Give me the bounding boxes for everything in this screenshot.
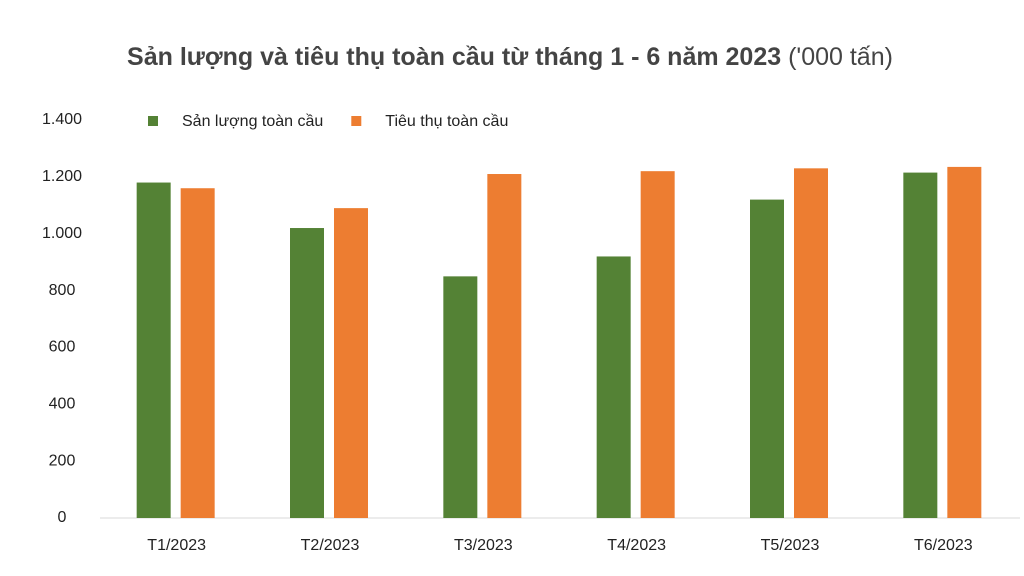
x-tick-label: T1/2023 [147, 537, 206, 554]
bar [903, 172, 938, 519]
bar [487, 174, 522, 518]
y-tick-label: 1.200 [42, 168, 82, 185]
legend-label: Tiêu thụ toàn cầu [385, 113, 508, 130]
y-tick-label: 800 [49, 282, 76, 299]
bar [947, 166, 982, 518]
bar [334, 208, 368, 518]
bar [443, 276, 478, 518]
y-tick-label: 600 [49, 339, 76, 356]
bar [290, 228, 324, 518]
bar [640, 171, 675, 518]
title-main: Sản lượng và tiêu thụ toàn cầu từ tháng … [127, 43, 781, 71]
y-tick-label: 200 [49, 452, 76, 469]
legend-swatch [148, 116, 158, 126]
bar [136, 182, 171, 519]
bar [180, 188, 215, 518]
x-tick-label: T3/2023 [454, 537, 513, 554]
chart-title: Sản lượng và tiêu thụ toàn cầu từ tháng … [127, 43, 893, 71]
legend-swatch [351, 116, 362, 126]
x-tick-label: T5/2023 [761, 537, 820, 554]
x-tick-label: T2/2023 [301, 537, 360, 554]
x-tick-label: T6/2023 [914, 537, 973, 554]
bar [596, 256, 631, 518]
y-tick-label: 1.400 [42, 111, 82, 128]
title-unit: ('000 tấn) [788, 43, 893, 71]
legend-label: Sản lượng toàn cầu [182, 113, 323, 130]
y-tick-label: 0 [58, 509, 67, 526]
x-tick-label: T4/2023 [607, 537, 666, 554]
y-tick-label: 400 [49, 396, 76, 413]
bar [794, 168, 828, 519]
y-tick-label: 1.000 [42, 225, 82, 242]
bar [750, 199, 784, 518]
